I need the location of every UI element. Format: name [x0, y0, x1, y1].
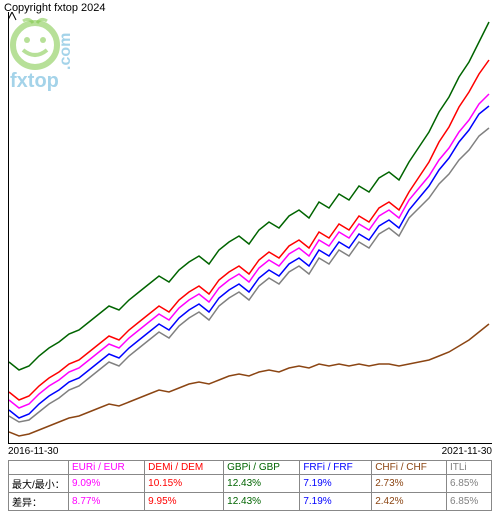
series-line: [9, 94, 489, 408]
legend-cell: 12.43%: [224, 493, 300, 511]
legend-cell: FRFi / FRF: [300, 461, 372, 475]
legend-cell: GBPi / GBP: [224, 461, 300, 475]
legend-cell: 6.85%: [446, 493, 491, 511]
series-line: [9, 324, 489, 436]
legend-row: EURi / EURDEMi / DEMGBPi / GBPFRFi / FRF…: [9, 461, 492, 475]
series-line: [9, 106, 489, 418]
legend-row-label: 最大/最小：: [9, 475, 69, 493]
series-line: [9, 22, 489, 370]
legend-cell: 10.15%: [145, 475, 224, 493]
legend-cell: 9.09%: [69, 475, 145, 493]
legend-cell: 2.73%: [372, 475, 447, 493]
series-line: [9, 60, 489, 400]
legend-cell: 6.85%: [446, 475, 491, 493]
legend-cell: 7.19%: [300, 493, 372, 511]
x-axis-end: 2021-11-30: [442, 446, 492, 457]
legend-cell: 2.42%: [372, 493, 447, 511]
legend-cell: 9.95%: [145, 493, 224, 511]
legend-cell: CHFi / CHF: [372, 461, 447, 475]
legend-cell: 7.19%: [300, 475, 372, 493]
legend-cell: ITLi: [446, 461, 491, 475]
legend-cell: EURi / EUR: [69, 461, 145, 475]
legend-table: EURi / EURDEMi / DEMGBPi / GBPFRFi / FRF…: [8, 460, 492, 511]
legend-row-label: 差异：: [9, 493, 69, 511]
series-line: [9, 128, 489, 422]
legend-row: 最大/最小：9.09%10.15%12.43%7.19%2.73%6.85%: [9, 475, 492, 493]
line-chart: [9, 12, 493, 444]
legend-row-label: [9, 461, 69, 475]
legend-row: 差异：8.77%9.95%12.43%7.19%2.42%6.85%: [9, 493, 492, 511]
legend-cell: 12.43%: [224, 475, 300, 493]
chart-area: [8, 12, 492, 444]
legend-cell: 8.77%: [69, 493, 145, 511]
x-axis-start: 2016-11-30: [8, 446, 58, 457]
legend-cell: DEMi / DEM: [145, 461, 224, 475]
